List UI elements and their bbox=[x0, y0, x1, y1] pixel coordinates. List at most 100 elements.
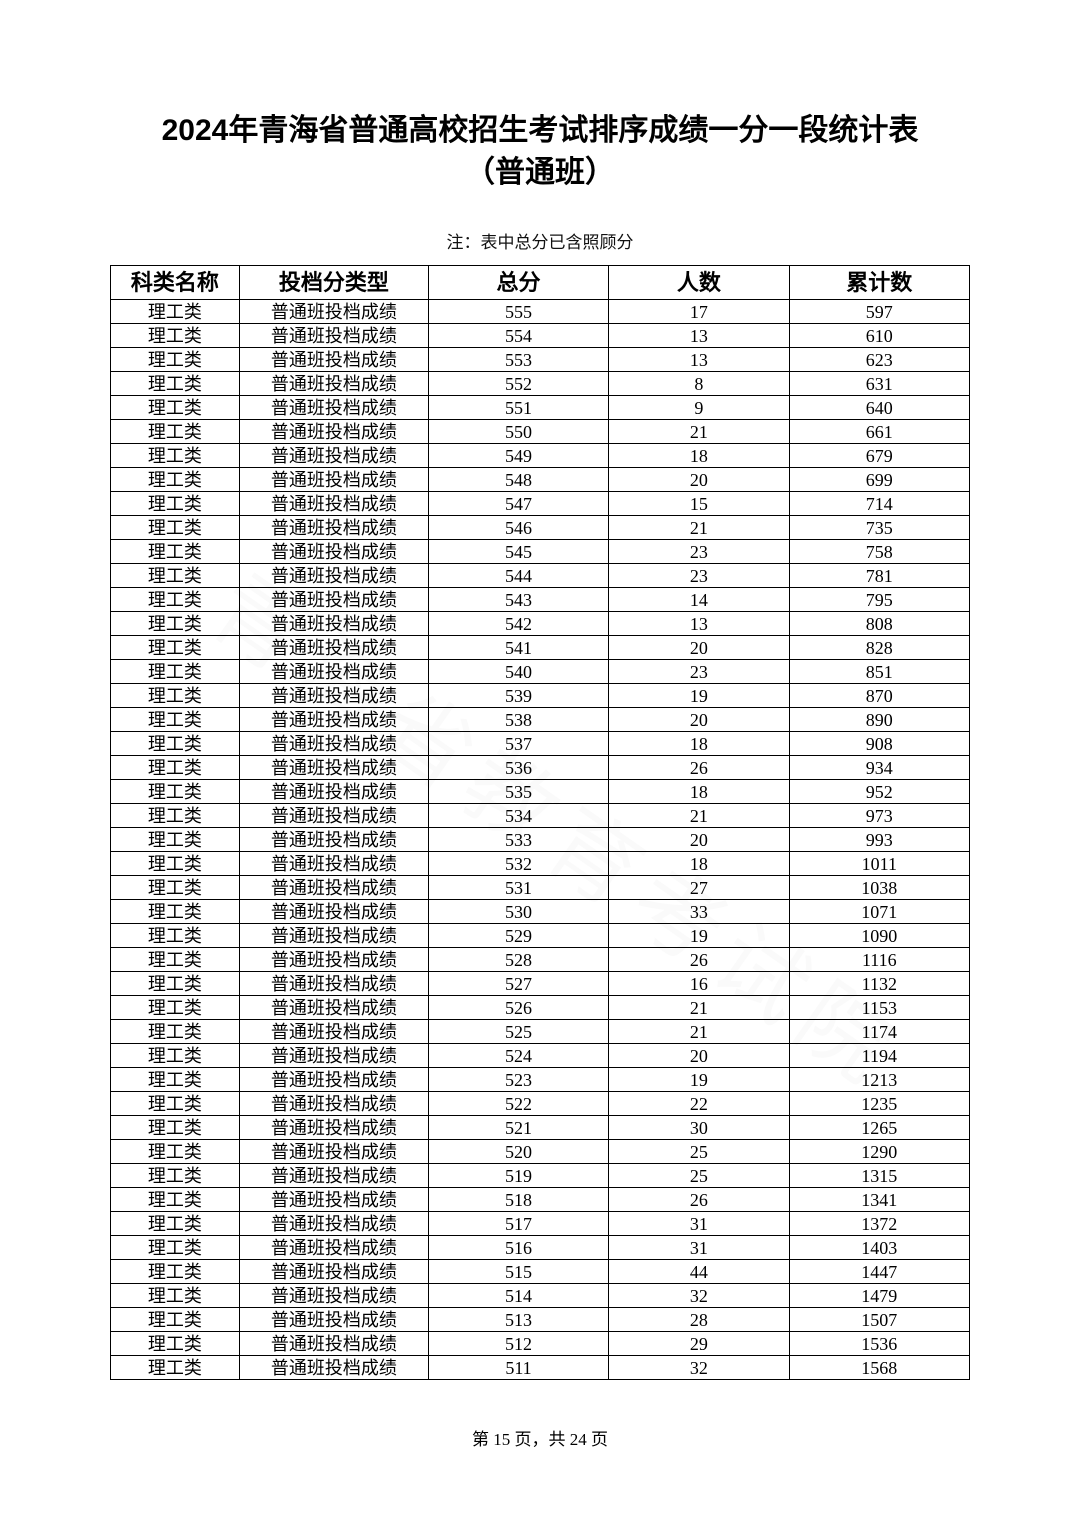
cell-category: 理工类 bbox=[111, 1164, 240, 1188]
cell-cumulative: 993 bbox=[789, 828, 969, 852]
cell-cumulative: 1153 bbox=[789, 996, 969, 1020]
cell-category: 理工类 bbox=[111, 1284, 240, 1308]
cell-cumulative: 870 bbox=[789, 684, 969, 708]
table-row: 理工类普通班投档成绩53626934 bbox=[111, 756, 970, 780]
table-row: 理工类普通班投档成绩525211174 bbox=[111, 1020, 970, 1044]
cell-count: 13 bbox=[609, 612, 789, 636]
cell-score-type: 普通班投档成绩 bbox=[239, 828, 428, 852]
cell-category: 理工类 bbox=[111, 1332, 240, 1356]
cell-score: 519 bbox=[428, 1164, 608, 1188]
cell-score-type: 普通班投档成绩 bbox=[239, 684, 428, 708]
table-row: 理工类普通班投档成绩520251290 bbox=[111, 1140, 970, 1164]
cell-score-type: 普通班投档成绩 bbox=[239, 708, 428, 732]
cell-category: 理工类 bbox=[111, 732, 240, 756]
cell-count: 28 bbox=[609, 1308, 789, 1332]
cell-category: 理工类 bbox=[111, 1308, 240, 1332]
cell-count: 30 bbox=[609, 1116, 789, 1140]
table-row: 理工类普通班投档成绩53919870 bbox=[111, 684, 970, 708]
cell-score: 524 bbox=[428, 1044, 608, 1068]
cell-category: 理工类 bbox=[111, 1212, 240, 1236]
cell-score-type: 普通班投档成绩 bbox=[239, 780, 428, 804]
cell-score: 520 bbox=[428, 1140, 608, 1164]
cell-score: 525 bbox=[428, 1020, 608, 1044]
col-header-count: 人数 bbox=[609, 266, 789, 300]
cell-category: 理工类 bbox=[111, 396, 240, 420]
cell-score: 530 bbox=[428, 900, 608, 924]
cell-score: 522 bbox=[428, 1092, 608, 1116]
cell-count: 20 bbox=[609, 468, 789, 492]
cell-count: 23 bbox=[609, 660, 789, 684]
score-table: 科类名称 投档分类型 总分 人数 累计数 理工类普通班投档成绩55517597理… bbox=[110, 265, 970, 1380]
table-row: 理工类普通班投档成绩54023851 bbox=[111, 660, 970, 684]
cell-category: 理工类 bbox=[111, 1068, 240, 1092]
cell-count: 32 bbox=[609, 1284, 789, 1308]
cell-cumulative: 1290 bbox=[789, 1140, 969, 1164]
cell-count: 25 bbox=[609, 1140, 789, 1164]
cell-category: 理工类 bbox=[111, 924, 240, 948]
cell-category: 理工类 bbox=[111, 1044, 240, 1068]
cell-count: 14 bbox=[609, 588, 789, 612]
cell-score-type: 普通班投档成绩 bbox=[239, 1020, 428, 1044]
cell-score-type: 普通班投档成绩 bbox=[239, 564, 428, 588]
cell-count: 13 bbox=[609, 348, 789, 372]
table-row: 理工类普通班投档成绩516311403 bbox=[111, 1236, 970, 1260]
cell-cumulative: 1213 bbox=[789, 1068, 969, 1092]
cell-count: 15 bbox=[609, 492, 789, 516]
cell-score-type: 普通班投档成绩 bbox=[239, 1332, 428, 1356]
cell-score-type: 普通班投档成绩 bbox=[239, 1284, 428, 1308]
cell-count: 27 bbox=[609, 876, 789, 900]
cell-score-type: 普通班投档成绩 bbox=[239, 492, 428, 516]
cell-count: 20 bbox=[609, 708, 789, 732]
cell-score: 533 bbox=[428, 828, 608, 852]
table-row: 理工类普通班投档成绩54314795 bbox=[111, 588, 970, 612]
cell-score: 535 bbox=[428, 780, 608, 804]
cell-score-type: 普通班投档成绩 bbox=[239, 948, 428, 972]
cell-count: 32 bbox=[609, 1356, 789, 1380]
cell-category: 理工类 bbox=[111, 492, 240, 516]
cell-count: 17 bbox=[609, 300, 789, 324]
cell-count: 33 bbox=[609, 900, 789, 924]
cell-count: 18 bbox=[609, 444, 789, 468]
cell-score: 540 bbox=[428, 660, 608, 684]
cell-score-type: 普通班投档成绩 bbox=[239, 876, 428, 900]
cell-category: 理工类 bbox=[111, 828, 240, 852]
cell-count: 18 bbox=[609, 852, 789, 876]
cell-cumulative: 1479 bbox=[789, 1284, 969, 1308]
cell-score-type: 普通班投档成绩 bbox=[239, 468, 428, 492]
cell-score: 516 bbox=[428, 1236, 608, 1260]
cell-score: 542 bbox=[428, 612, 608, 636]
table-row: 理工类普通班投档成绩54918679 bbox=[111, 444, 970, 468]
cell-category: 理工类 bbox=[111, 516, 240, 540]
cell-score-type: 普通班投档成绩 bbox=[239, 420, 428, 444]
cell-score-type: 普通班投档成绩 bbox=[239, 348, 428, 372]
cell-cumulative: 640 bbox=[789, 396, 969, 420]
cell-score: 554 bbox=[428, 324, 608, 348]
table-row: 理工类普通班投档成绩532181011 bbox=[111, 852, 970, 876]
cell-cumulative: 1372 bbox=[789, 1212, 969, 1236]
table-row: 理工类普通班投档成绩531271038 bbox=[111, 876, 970, 900]
table-row: 理工类普通班投档成绩515441447 bbox=[111, 1260, 970, 1284]
cell-count: 22 bbox=[609, 1092, 789, 1116]
cell-score-type: 普通班投档成绩 bbox=[239, 996, 428, 1020]
cell-cumulative: 735 bbox=[789, 516, 969, 540]
cell-score-type: 普通班投档成绩 bbox=[239, 1164, 428, 1188]
table-row: 理工类普通班投档成绩54213808 bbox=[111, 612, 970, 636]
table-row: 理工类普通班投档成绩53320993 bbox=[111, 828, 970, 852]
table-row: 理工类普通班投档成绩54820699 bbox=[111, 468, 970, 492]
cell-category: 理工类 bbox=[111, 612, 240, 636]
cell-cumulative: 623 bbox=[789, 348, 969, 372]
cell-cumulative: 714 bbox=[789, 492, 969, 516]
cell-cumulative: 1315 bbox=[789, 1164, 969, 1188]
cell-cumulative: 597 bbox=[789, 300, 969, 324]
cell-score: 553 bbox=[428, 348, 608, 372]
cell-count: 21 bbox=[609, 516, 789, 540]
cell-score-type: 普通班投档成绩 bbox=[239, 804, 428, 828]
cell-cumulative: 1174 bbox=[789, 1020, 969, 1044]
cell-count: 8 bbox=[609, 372, 789, 396]
page-title: 2024年青海省普通高校招生考试排序成绩一分一段统计表 （普通班） bbox=[110, 110, 970, 194]
cell-count: 26 bbox=[609, 1188, 789, 1212]
cell-category: 理工类 bbox=[111, 564, 240, 588]
col-header-category: 科类名称 bbox=[111, 266, 240, 300]
table-row: 理工类普通班投档成绩523191213 bbox=[111, 1068, 970, 1092]
cell-count: 25 bbox=[609, 1164, 789, 1188]
